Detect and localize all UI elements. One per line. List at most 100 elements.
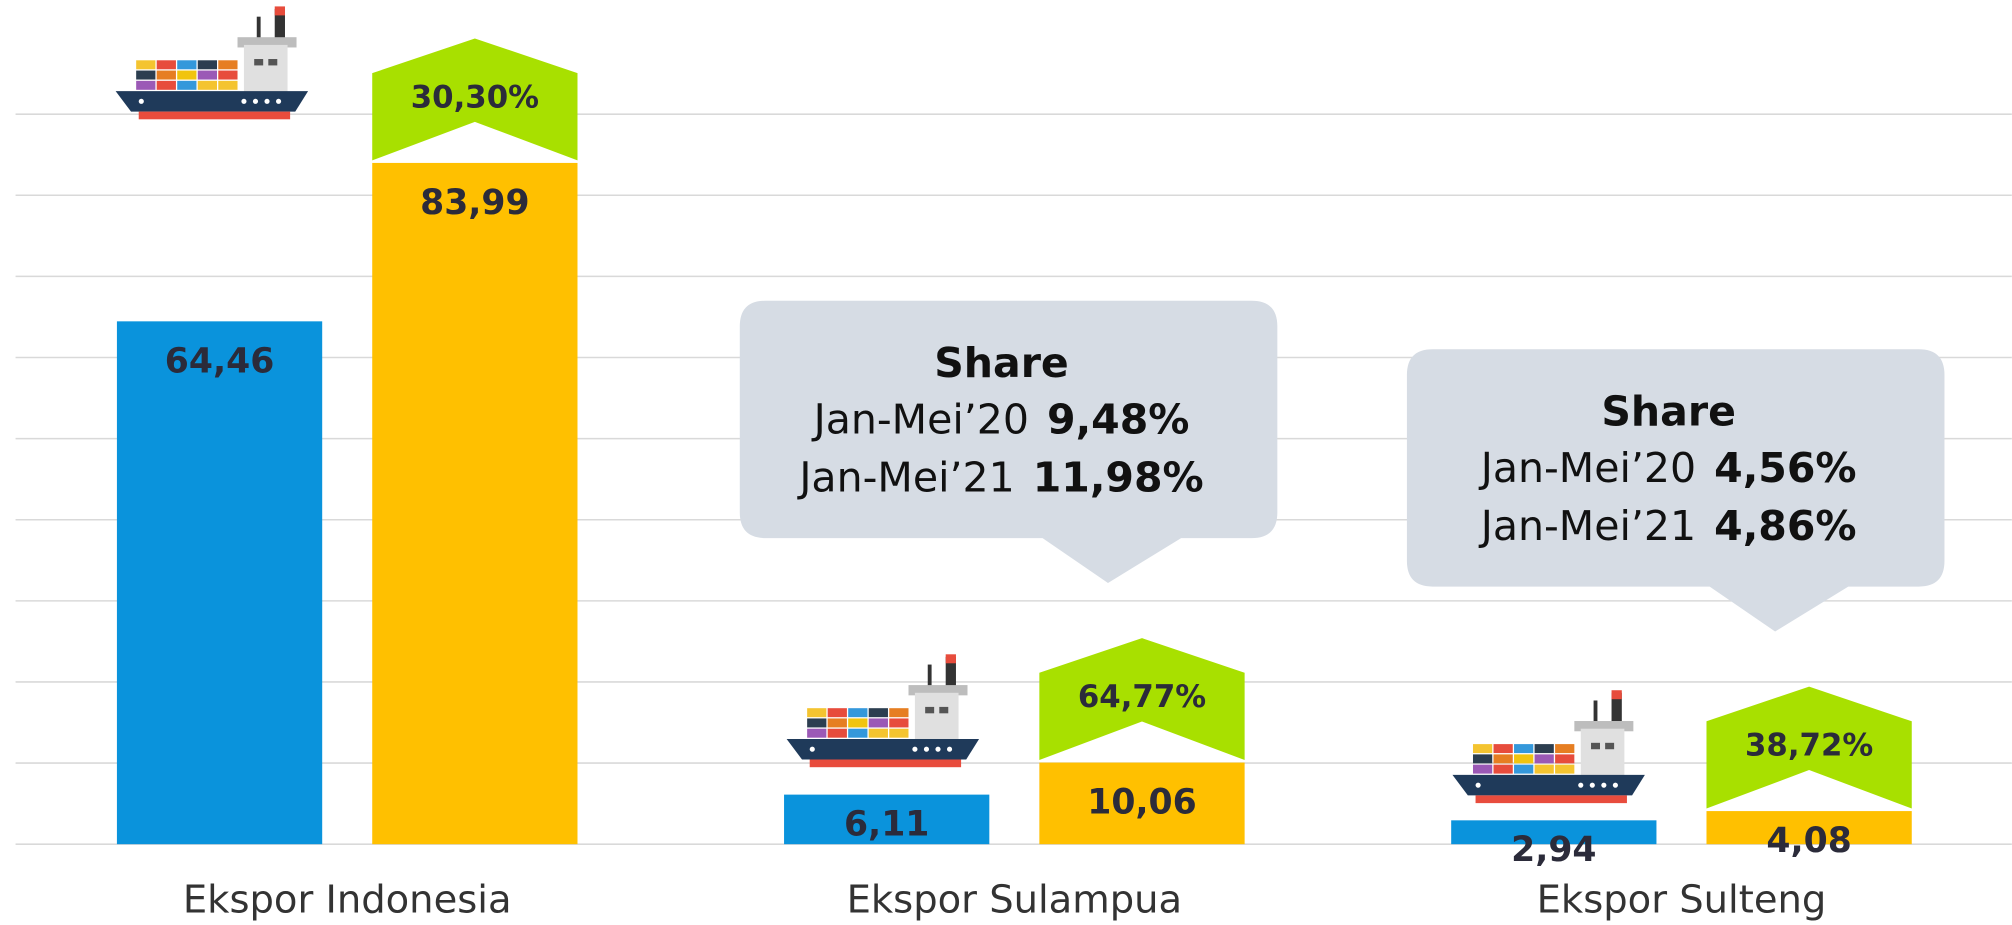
ship-icon — [1452, 690, 1645, 804]
share-period: Jan-Mei’20 — [811, 396, 1029, 444]
bar — [1451, 820, 1657, 845]
value-label: 83,99 — [420, 183, 530, 223]
ship-container — [177, 60, 197, 70]
ship-container — [156, 70, 176, 80]
share-value: 11,98% — [1033, 453, 1204, 501]
ship-bridge-cap — [1574, 721, 1634, 732]
share-period: Jan-Mei’20 — [1478, 444, 1696, 492]
ship-container — [807, 708, 827, 718]
share-line: Jan-Mei’20 4,56% — [1478, 444, 1857, 492]
ship-funnel-top — [1611, 690, 1622, 700]
ship-container — [197, 70, 217, 80]
ship-mast — [927, 664, 932, 691]
growth-banner — [1706, 686, 1912, 809]
ship-container — [807, 718, 827, 728]
share-value: 4,86% — [1714, 502, 1856, 550]
ship-container — [1514, 754, 1534, 764]
ship-container — [1472, 764, 1493, 774]
share-title: Share — [934, 339, 1069, 387]
bar — [1706, 811, 1912, 845]
x-tick-label: Ekspor Sulampua — [847, 877, 1183, 922]
value-label: 64,46 — [165, 341, 275, 381]
ship-window — [939, 706, 949, 714]
share-period: Jan-Mei’21 — [1478, 502, 1696, 550]
ship-container — [1514, 744, 1534, 754]
ship-container — [218, 60, 238, 70]
ship-porthole — [138, 98, 144, 104]
ship-funnel-top — [945, 654, 956, 664]
ship-window — [1605, 742, 1615, 750]
ship-container — [177, 70, 197, 80]
ship-container — [868, 718, 888, 728]
ship-funnel-top — [274, 6, 285, 16]
ship-porthole — [241, 98, 247, 104]
ship-bridge — [243, 44, 288, 97]
ship-window — [254, 59, 264, 66]
x-tick-label: Ekspor Sulteng — [1537, 877, 1827, 922]
ship-porthole — [1578, 782, 1584, 788]
value-label: 2,94 — [1511, 830, 1596, 870]
share-callout — [739, 300, 1278, 583]
ship-container — [156, 60, 176, 70]
ship-porthole — [276, 98, 282, 104]
ship-container — [848, 728, 868, 738]
ship-window — [1591, 742, 1601, 750]
ship-keel — [138, 111, 291, 120]
growth-label: 64,77% — [1078, 679, 1206, 715]
ship-funnel — [945, 656, 956, 688]
ship-window — [268, 59, 278, 66]
ship-container — [136, 80, 156, 90]
ship-icon — [115, 6, 309, 120]
ship-icon — [786, 654, 980, 768]
ship-container — [177, 80, 197, 90]
share-value: 4,56% — [1714, 444, 1856, 492]
ship-bridge — [1580, 728, 1625, 781]
growth-label: 38,72% — [1745, 727, 1873, 763]
ship-container — [889, 718, 909, 728]
growth-banner — [372, 38, 578, 161]
ship-container — [1534, 764, 1554, 774]
ship-hull — [786, 738, 980, 760]
ship-container — [889, 708, 909, 718]
share-line: Jan-Mei’21 11,98% — [796, 453, 1203, 501]
growth-banner — [1039, 638, 1245, 761]
ship-container — [827, 728, 847, 738]
ship-container — [1555, 744, 1575, 754]
ship-container — [848, 708, 868, 718]
ship-porthole — [946, 746, 953, 752]
ship-container — [1555, 764, 1575, 774]
ship-container — [156, 80, 176, 90]
value-label: 4,08 — [1766, 821, 1851, 861]
ship-container — [868, 708, 888, 718]
ship-hull — [1452, 774, 1645, 796]
value-label: 6,11 — [844, 804, 929, 844]
bar — [784, 794, 990, 845]
ship-porthole — [264, 98, 270, 104]
ship-container — [1493, 754, 1513, 764]
ship-container — [848, 718, 868, 728]
ship-container — [1534, 744, 1554, 754]
ship-porthole — [935, 746, 941, 752]
ship-bridge-cap — [237, 37, 297, 48]
ship-porthole — [912, 746, 918, 752]
bar — [1039, 762, 1245, 845]
ship-funnel — [274, 8, 285, 40]
ship-container — [1472, 754, 1493, 764]
ship-porthole — [1475, 782, 1481, 788]
share-title: Share — [1601, 388, 1736, 436]
value-label: 10,06 — [1087, 783, 1197, 823]
ship-container — [197, 60, 217, 70]
ship-porthole — [809, 746, 815, 752]
share-line: Jan-Mei’21 4,86% — [1478, 502, 1857, 550]
share-line: Jan-Mei’20 9,48% — [811, 396, 1190, 444]
ship-porthole — [923, 746, 930, 752]
ship-container — [197, 80, 217, 90]
ship-container — [889, 728, 909, 738]
ship-container — [1555, 754, 1575, 764]
growth-label: 30,30% — [411, 79, 539, 115]
ship-porthole — [1589, 782, 1595, 788]
ship-hull — [115, 91, 309, 112]
bar — [116, 321, 323, 845]
ship-container — [1493, 744, 1513, 754]
